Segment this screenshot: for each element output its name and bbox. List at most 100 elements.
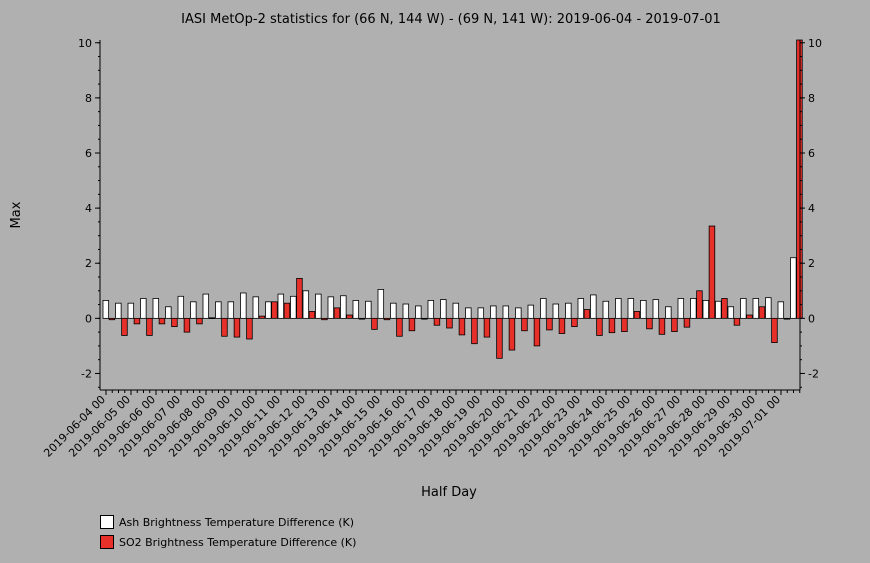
so2-bar (571, 317, 578, 328)
so2-bar (258, 315, 266, 319)
so2-bar (283, 302, 291, 319)
so2-bar (321, 317, 328, 321)
ash-bar (377, 289, 385, 319)
so2-bar (171, 317, 178, 328)
ash-bar (515, 307, 522, 319)
so2-bar (483, 317, 491, 338)
y-axis-label: Max (9, 201, 24, 228)
ash-bar (615, 298, 622, 319)
ash-bar (177, 295, 185, 319)
so2-bar (608, 317, 616, 334)
ash-bar (190, 301, 197, 319)
so2-bar (583, 309, 591, 319)
so2-bar (458, 317, 466, 336)
ash-bar (327, 296, 335, 319)
ash-bar (552, 303, 560, 319)
ash-bar (277, 293, 285, 319)
so2-bar (508, 317, 516, 351)
so2-bar (721, 298, 728, 319)
ash-bar (465, 307, 472, 319)
ash-bar (302, 290, 310, 319)
so2-bar (446, 317, 453, 329)
ash-bar (415, 305, 422, 319)
ash-bar (502, 305, 510, 319)
so2-bar (308, 311, 316, 319)
so2-bar (221, 317, 228, 337)
ash-bar (740, 298, 747, 319)
ash-bar (752, 298, 760, 319)
ash-bar (240, 292, 247, 319)
so2-bar (796, 39, 803, 319)
so2-bar (158, 317, 166, 325)
ash-bar (140, 298, 147, 319)
so2-bar (671, 317, 678, 332)
so2-bar (108, 317, 116, 321)
ash-bar (577, 298, 585, 319)
ash-bar (490, 305, 497, 319)
so2-bar (733, 317, 741, 326)
ash-bar (590, 294, 597, 319)
so2-bar (383, 317, 391, 321)
y-tick-label-left: 8 (85, 92, 92, 105)
so2-bar (296, 277, 303, 319)
legend-label-ash: Ash Brightness Temperature Difference (K… (119, 515, 354, 529)
ash-bar (440, 299, 447, 319)
y-tick-label-right: 6 (808, 147, 815, 160)
ash-bar (652, 299, 660, 319)
so2-bar (346, 314, 353, 319)
so2-bar (196, 317, 203, 325)
ash-bar (540, 298, 547, 319)
ash-bar (790, 257, 797, 319)
so2-bar (771, 317, 778, 344)
ash-bar (315, 293, 322, 319)
ash-bar (152, 298, 160, 319)
so2-bar (271, 301, 278, 319)
y-tick-label-left: 2 (85, 257, 92, 270)
ash-bar (765, 297, 772, 319)
y-tick-label-right: 0 (808, 312, 815, 325)
ash-bar (215, 301, 222, 319)
so2-bar (146, 317, 153, 336)
legend-label-so2: SO2 Brightness Temperature Difference (K… (119, 535, 357, 549)
ash-bar (252, 296, 260, 319)
so2-bar (708, 225, 716, 319)
ash-bar (365, 300, 372, 319)
so2-bar (121, 317, 128, 336)
ash-bar (527, 304, 535, 319)
so2-bar (783, 317, 791, 320)
ash-bar (127, 302, 135, 319)
ash-bar (727, 306, 735, 319)
ash-bar (352, 300, 360, 319)
so2-bar (596, 317, 603, 336)
legend-item-ash: Ash Brightness Temperature Difference (K… (100, 512, 356, 532)
ash-bar (265, 301, 272, 319)
x-axis-label: Half Day (421, 485, 477, 500)
ash-bar (165, 306, 172, 319)
ash-bar (640, 300, 647, 319)
ash-bar (715, 300, 722, 319)
so2-bar (133, 317, 141, 325)
so2-bar (433, 317, 441, 326)
ash-bar (427, 300, 435, 319)
legend-swatch-ash (100, 515, 114, 529)
so2-bar (633, 311, 641, 319)
so2-bar (408, 317, 416, 332)
y-tick-label-left: 6 (85, 147, 92, 160)
ash-bar (452, 302, 460, 319)
so2-bar (371, 317, 378, 330)
ash-bar (565, 302, 572, 319)
so2-bar (696, 290, 703, 319)
so2-bar (533, 317, 541, 347)
y-tick-label-right: 10 (808, 37, 822, 50)
ash-bar (115, 302, 122, 319)
chart-title: IASI MetOp-2 statistics for (66 N, 144 W… (181, 12, 721, 27)
ash-bar (702, 300, 710, 319)
ash-bar (202, 293, 210, 319)
bars-group (102, 39, 803, 359)
so2-bar (521, 317, 528, 332)
ash-bar (227, 301, 235, 319)
ash-bar (390, 302, 397, 319)
